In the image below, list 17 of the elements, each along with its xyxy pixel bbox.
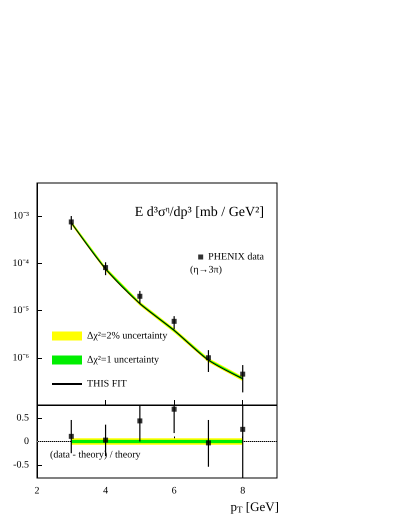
y-tick-label: 10⁻⁵ xyxy=(12,305,29,316)
legend-label: Δχ²=1 uncertainty xyxy=(87,354,159,366)
x-tick-label: 4 xyxy=(103,486,108,496)
y-tick-label: 0 xyxy=(24,436,29,447)
x-tick-label: 8 xyxy=(240,486,246,496)
legend-label: PHENIX data xyxy=(208,252,265,262)
legend-label: Δχ²=2% uncertainty xyxy=(87,330,168,342)
x-tick-label: 6 xyxy=(172,486,177,496)
annotation: (η→3π) xyxy=(190,264,222,276)
legend-label: THIS FIT xyxy=(87,378,127,390)
y-tick-label: -0.5 xyxy=(13,459,29,470)
x-tick-label: 2 xyxy=(34,486,40,496)
y-tick-label: 0.5 xyxy=(16,412,29,424)
y-tick-label: 10⁻⁶ xyxy=(12,352,30,364)
y-tick-label: 10⁻³ xyxy=(13,210,29,222)
annotation: (data - theory) / theory xyxy=(50,450,141,460)
y-tick-label: 10⁻⁴ xyxy=(12,258,30,269)
